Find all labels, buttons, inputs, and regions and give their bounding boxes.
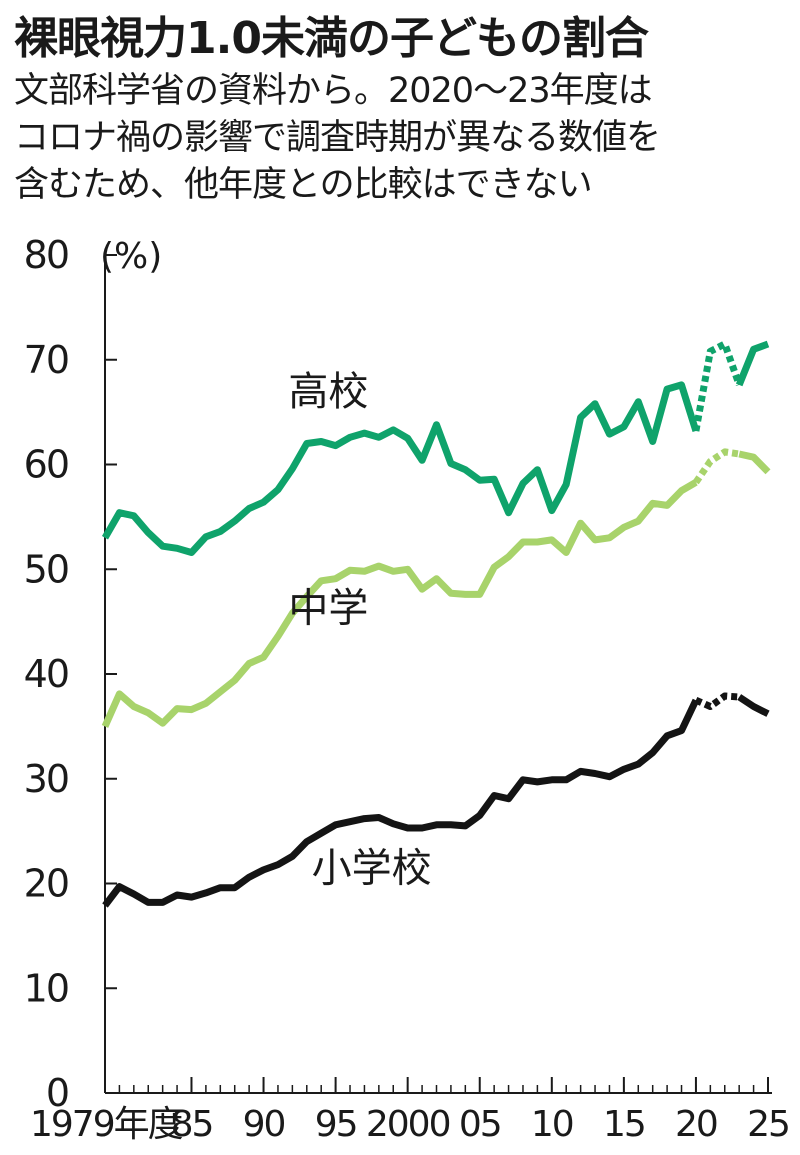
x-tick-label: 25 (747, 1104, 789, 1145)
y-tick-label: 20 (24, 862, 68, 906)
y-tick-label: 0 (46, 1071, 68, 1115)
series-line-solid-end-3 (737, 694, 770, 717)
subtitle-line-3: 含むため、他年度との比較はできない (14, 165, 593, 205)
series-line-solid-3 (102, 698, 700, 908)
y-tick-label: 80 (24, 233, 68, 277)
page-title: 裸眼視力1.0未満の子どもの割合 (14, 13, 649, 64)
x-tick-label: 15 (603, 1104, 645, 1145)
x-tick-label: 10 (531, 1104, 573, 1145)
x-tick-label: 90 (243, 1104, 285, 1145)
series-line-solid-2 (101, 479, 698, 728)
series-line-dashed-2 (693, 448, 740, 485)
series-line-dashed-1 (692, 340, 743, 432)
y-tick-label: 60 (24, 443, 68, 487)
series-line-dashed-3 (694, 692, 740, 710)
y-tick-label: 30 (24, 757, 68, 801)
chart-series (101, 340, 771, 908)
y-tick-label: 50 (24, 547, 68, 591)
y-tick-label: 10 (24, 966, 68, 1010)
series-line-solid-end-2 (738, 450, 771, 475)
series-label-2: 中学 (288, 586, 368, 632)
x-tick-label: 2000 (366, 1104, 450, 1145)
y-axis-unit-label: (%) (100, 236, 162, 277)
subtitle-line-2: コロナ禍の影響で調査時期が異なる数値を (14, 118, 661, 158)
series-label-3: 小学校 (312, 845, 432, 891)
x-tick-label: 95 (315, 1104, 357, 1145)
x-tick-label: 85 (171, 1104, 213, 1145)
x-tick-label: 1979年度 (30, 1104, 183, 1145)
subtitle-line-1: 文部科学省の資料から。2020～23年度は (14, 71, 653, 111)
series-line-solid-end-1 (735, 340, 770, 387)
x-tick-label: 20 (675, 1104, 717, 1145)
x-tick-label: 05 (459, 1104, 501, 1145)
series-line-solid-1 (101, 381, 700, 556)
y-tick-label: 70 (24, 338, 68, 382)
subtitle: 文部科学省の資料から。2020～23年度は コロナ禍の影響で調査時期が異なる数値… (14, 68, 794, 209)
series-label-1: 高校 (288, 369, 368, 415)
y-tick-label: 40 (24, 652, 68, 696)
